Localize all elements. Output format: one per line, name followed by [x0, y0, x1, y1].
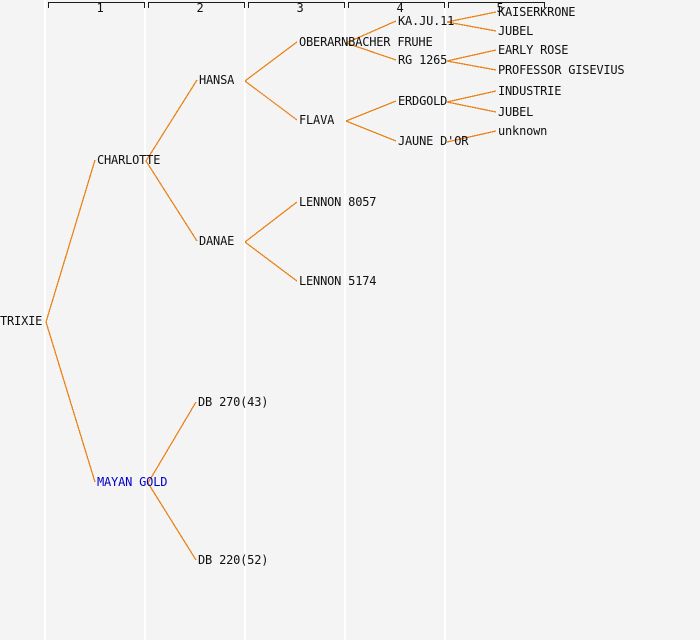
tree-node-industrie[interactable]: INDUSTRIE	[498, 84, 562, 98]
pedigree-edge-trixie-charlotte	[45, 159, 96, 323]
tree-node-professor[interactable]: PROFESSOR GISEVIUS	[498, 63, 625, 77]
pedigree-edge-erdgold-industrie	[446, 90, 497, 103]
pedigree-edge-flava-erdgold	[345, 100, 397, 122]
generation-number-4: 4	[396, 1, 404, 15]
pedigree-edge-charlotte-danae	[145, 160, 198, 242]
pedigree-edge-danae-lennon5174	[244, 241, 298, 282]
pedigree-edge-charlotte-hansa	[145, 79, 198, 162]
pedigree-edge-oberarnbacher-rg1265	[345, 42, 397, 61]
pedigree-edge-mayan_gold-db270	[147, 401, 197, 484]
pedigree-edge-rg1265-earlyrose	[446, 49, 497, 62]
tree-node-jaunedor[interactable]: JAUNE D'OR	[398, 134, 469, 148]
generation-gridline	[444, 0, 446, 640]
generation-bracket-2	[148, 2, 245, 8]
pedigree-edge-jaunedor-unknown	[446, 130, 497, 143]
tree-node-erdgold[interactable]: ERDGOLD	[398, 94, 448, 108]
generation-number-2: 2	[196, 1, 204, 15]
generation-number-1: 1	[96, 1, 104, 15]
pedigree-edge-kaju11-kaiserkrone	[446, 11, 497, 23]
tree-node-danae[interactable]: DANAE	[199, 234, 235, 248]
pedigree-edge-mayan_gold-db220	[147, 482, 197, 561]
tree-node-earlyrose[interactable]: EARLY ROSE	[498, 43, 569, 57]
tree-node-kaiserkrone[interactable]: KAISERKRONE	[498, 5, 576, 19]
tree-node-lennon5174[interactable]: LENNON 5174	[299, 274, 377, 288]
generation-number-5: 5	[496, 1, 504, 15]
pedigree-edge-hansa-oberarnbacher	[244, 41, 298, 82]
generation-bracket-1	[48, 2, 145, 8]
pedigree-edge-danae-lennon8057	[244, 201, 298, 243]
tree-node-jubel2[interactable]: JUBEL	[498, 105, 534, 119]
pedigree-edge-trixie-mayan_gold	[45, 321, 96, 483]
generation-gridline	[44, 0, 46, 640]
pedigree-edge-flava-jaunedor	[345, 120, 397, 142]
tree-node-hansa[interactable]: HANSA	[199, 73, 235, 87]
tree-node-jubel1[interactable]: JUBEL	[498, 24, 534, 38]
generation-bracket-3	[248, 2, 345, 8]
tree-node-oberarnbacher[interactable]: OBERARNBACHER FRUHE	[299, 35, 433, 49]
tree-node-trixie[interactable]: TRIXIE	[0, 314, 43, 328]
tree-node-db220[interactable]: DB 220(52)	[198, 553, 269, 567]
tree-node-db270[interactable]: DB 270(43)	[198, 395, 269, 409]
tree-node-unknown: unknown	[498, 124, 548, 138]
tree-node-flava[interactable]: FLAVA	[299, 113, 335, 127]
generation-gridline	[244, 0, 246, 640]
tree-node-charlotte[interactable]: CHARLOTTE	[97, 153, 161, 167]
generation-bracket-5	[448, 2, 545, 8]
generation-number-3: 3	[296, 1, 304, 15]
pedigree-edge-oberarnbacher-kaju11	[345, 20, 397, 44]
tree-node-mayan_gold[interactable]: MAYAN GOLD	[97, 475, 168, 489]
tree-node-lennon8057[interactable]: LENNON 8057	[299, 195, 377, 209]
generation-gridline	[344, 0, 346, 640]
pedigree-edge-kaju11-jubel1	[446, 21, 497, 32]
generation-bracket-4	[348, 2, 445, 8]
pedigree-edge-hansa-flava	[244, 80, 298, 121]
tree-node-kaju11[interactable]: KA.JU.11	[398, 14, 455, 28]
pedigree-edge-erdgold-jubel2	[446, 101, 497, 113]
tree-node-rg1265[interactable]: RG 1265	[398, 53, 448, 67]
generation-gridline	[144, 0, 146, 640]
pedigree-edge-rg1265-professor	[446, 60, 497, 71]
